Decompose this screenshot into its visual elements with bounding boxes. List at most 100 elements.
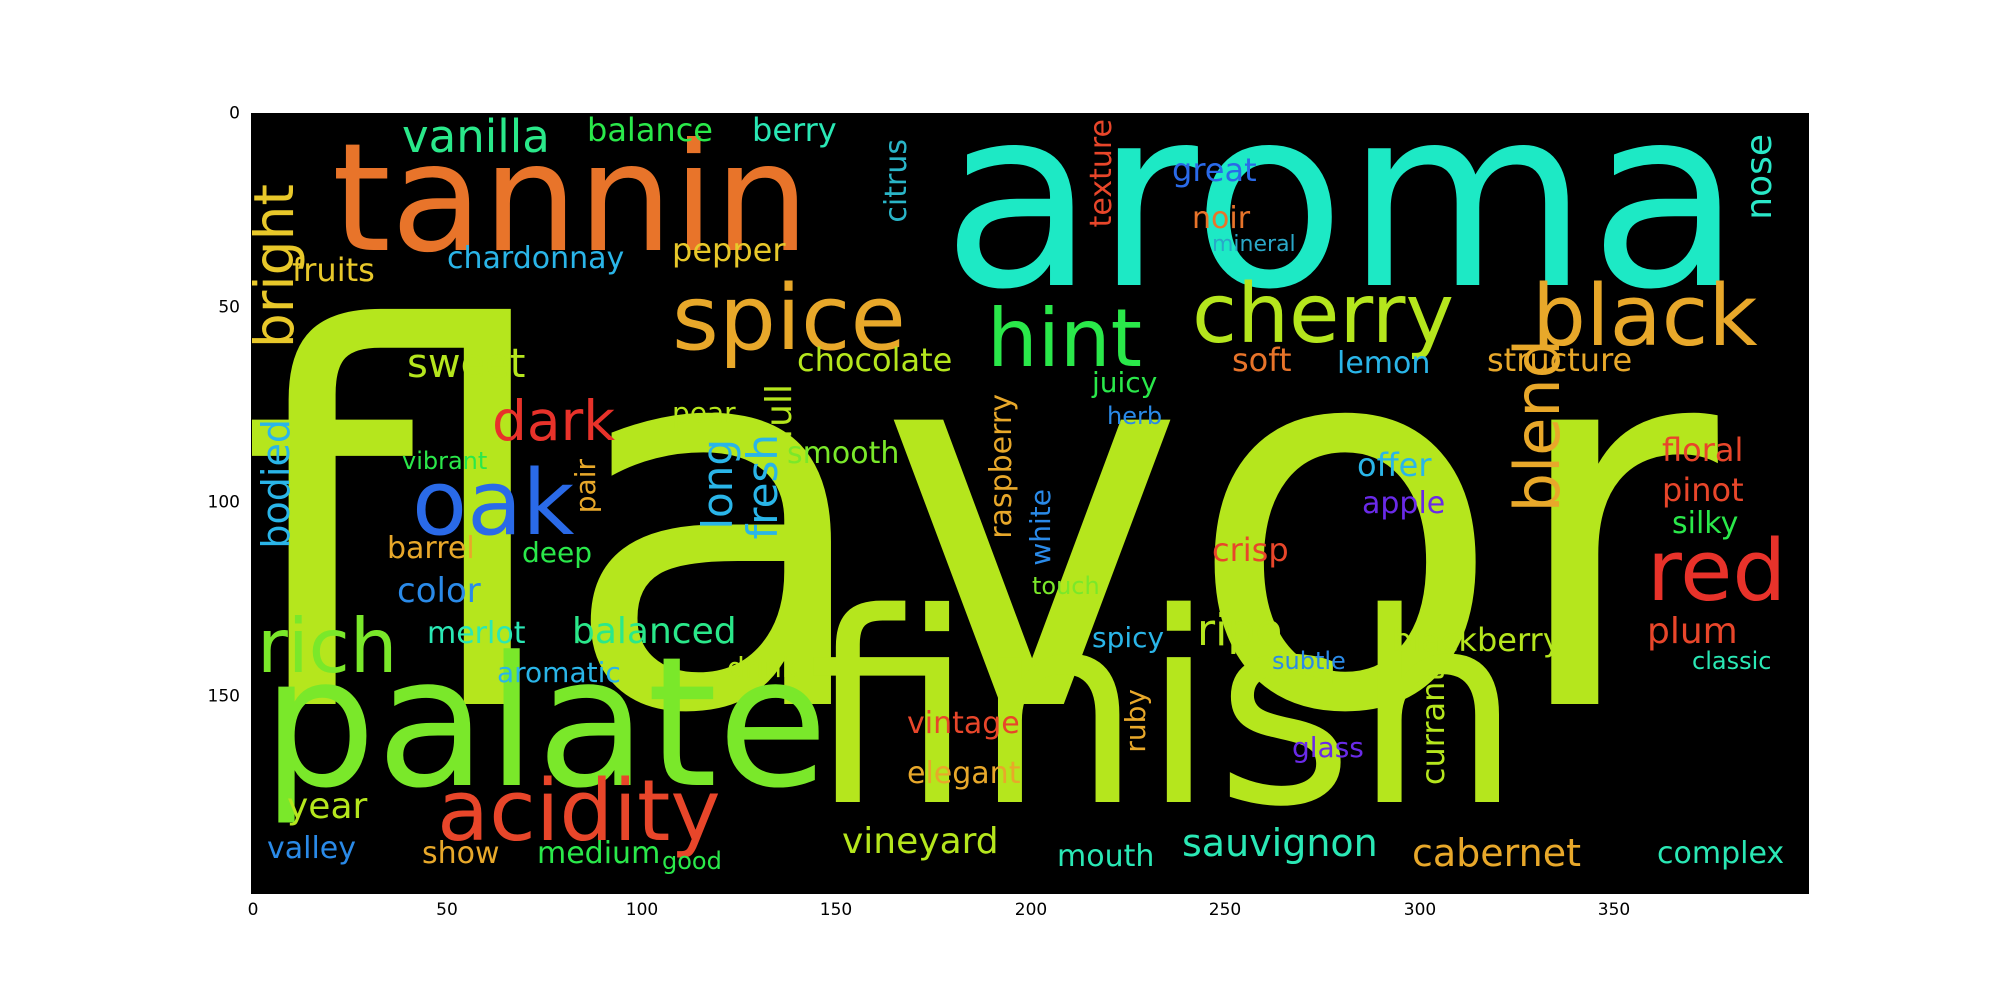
word-mouth: mouth: [1057, 839, 1155, 874]
word-classic: classic: [1692, 647, 1772, 675]
word-merlot: merlot: [427, 616, 526, 651]
word-hint: hint: [987, 292, 1142, 385]
word-subtle: subtle: [1272, 647, 1346, 675]
word-sweet: sweet: [407, 341, 526, 387]
word-white: white: [1024, 489, 1057, 566]
word-ripe: ripe: [1197, 605, 1283, 656]
x-tick-label: 100: [625, 900, 659, 920]
x-tick-label: 50: [436, 900, 458, 920]
word-cloud-image: flavor aroma finish palate tannin spice …: [251, 113, 1809, 894]
word-valley: valley: [267, 831, 357, 866]
word-vanilla: vanilla: [402, 113, 550, 163]
word-noir: noir: [1192, 201, 1251, 236]
word-glass: glass: [1292, 731, 1364, 764]
word-complex: complex: [1657, 836, 1785, 871]
word-structure: structure: [1487, 341, 1633, 379]
word-vibrant: vibrant: [402, 447, 488, 475]
word-juicy: juicy: [1092, 366, 1158, 399]
word-apple: apple: [1362, 486, 1446, 521]
word-acidity: acidity: [437, 762, 721, 861]
word-drink: drink: [727, 651, 799, 684]
x-tick-label: 0: [247, 900, 259, 920]
word-bodied: bodied: [254, 419, 298, 549]
word-crisp: crisp: [1212, 531, 1289, 569]
word-nose: nose: [1739, 134, 1780, 220]
x-tick-mark: [642, 885, 643, 893]
x-tick-mark: [1031, 885, 1032, 893]
word-lemon: lemon: [1337, 346, 1431, 381]
word-red: red: [1647, 522, 1787, 621]
word-good: good: [662, 847, 722, 875]
word-dark: dark: [492, 389, 616, 453]
word-black: black: [1532, 267, 1758, 366]
word-fresh: fresh: [738, 434, 787, 540]
word-full: full: [759, 384, 800, 440]
x-tick-label: 200: [1014, 900, 1048, 920]
x-tick-mark: [836, 885, 837, 893]
x-tick-label: 250: [1208, 900, 1242, 920]
word-fruits: fruits: [292, 251, 375, 289]
x-tick-mark: [1225, 885, 1226, 893]
word-herb: herb: [1107, 402, 1163, 430]
word-balanced: balanced: [572, 611, 737, 652]
word-pepper: pepper: [672, 231, 786, 269]
x-tick-mark: [252, 885, 253, 893]
word-color: color: [397, 571, 481, 611]
x-tick-label: 300: [1403, 900, 1437, 920]
word-finish: finish: [807, 557, 1522, 865]
word-plum: plum: [1647, 611, 1738, 652]
word-spice: spice: [672, 266, 906, 371]
y-tick-label: 50: [218, 297, 240, 318]
x-tick-label: 150: [819, 900, 853, 920]
word-balance: balance: [587, 113, 713, 149]
word-pear: pear: [672, 396, 736, 429]
word-touch: touch: [1032, 572, 1100, 600]
word-oak: oak: [412, 451, 575, 556]
word-silky: silky: [1672, 506, 1739, 541]
word-berry: berry: [752, 113, 837, 149]
word-spicy: spicy: [1092, 621, 1165, 654]
word-floral: floral: [1662, 431, 1744, 469]
word-barrel: barrel: [387, 531, 475, 566]
word-rich: rich: [257, 602, 398, 690]
word-elegant: elegant: [907, 756, 1021, 791]
word-mineral: mineral: [1212, 232, 1296, 257]
word-great: great: [1172, 151, 1257, 189]
word-soft: soft: [1232, 341, 1292, 379]
word-citrus: citrus: [879, 139, 914, 223]
word-year: year: [287, 786, 368, 827]
word-smooth: smooth: [787, 436, 900, 471]
word-chardonnay: chardonnay: [447, 241, 625, 276]
word-vintage: vintage: [907, 706, 1020, 741]
word-pair: pair: [569, 459, 602, 514]
word-show: show: [422, 836, 500, 871]
word-ruby: ruby: [1119, 689, 1152, 753]
word-cherry: cherry: [1192, 267, 1455, 362]
word-pinot: pinot: [1662, 471, 1744, 509]
word-cabernet: cabernet: [1412, 831, 1581, 875]
word-medium: medium: [537, 836, 661, 871]
y-tick-label: 100: [207, 492, 240, 513]
word-raspberry: raspberry: [984, 394, 1019, 539]
word-texture: texture: [1084, 119, 1119, 228]
word-tannin: tannin: [332, 113, 810, 286]
word-long: long: [693, 439, 742, 530]
word-vineyard: vineyard: [842, 821, 999, 862]
word-offer: offer: [1357, 446, 1432, 484]
word-aroma: aroma: [942, 113, 1743, 344]
x-tick-label: 350: [1597, 900, 1631, 920]
word-deep: deep: [522, 536, 592, 569]
x-tick-mark: [1420, 885, 1421, 893]
word-blackberry: blackberry: [1392, 621, 1562, 659]
word-flavor: flavor: [251, 221, 1718, 827]
y-tick-label: 0: [229, 103, 240, 124]
word-currant: currant: [1414, 669, 1452, 786]
y-tick-label: 150: [207, 686, 240, 707]
word-aromatic: aromatic: [497, 656, 621, 689]
word-sauvignon: sauvignon: [1182, 821, 1378, 865]
word-chocolate: chocolate: [797, 341, 953, 379]
x-tick-mark: [447, 885, 448, 893]
x-tick-mark: [1614, 885, 1615, 893]
word-palate: palate: [262, 619, 829, 828]
